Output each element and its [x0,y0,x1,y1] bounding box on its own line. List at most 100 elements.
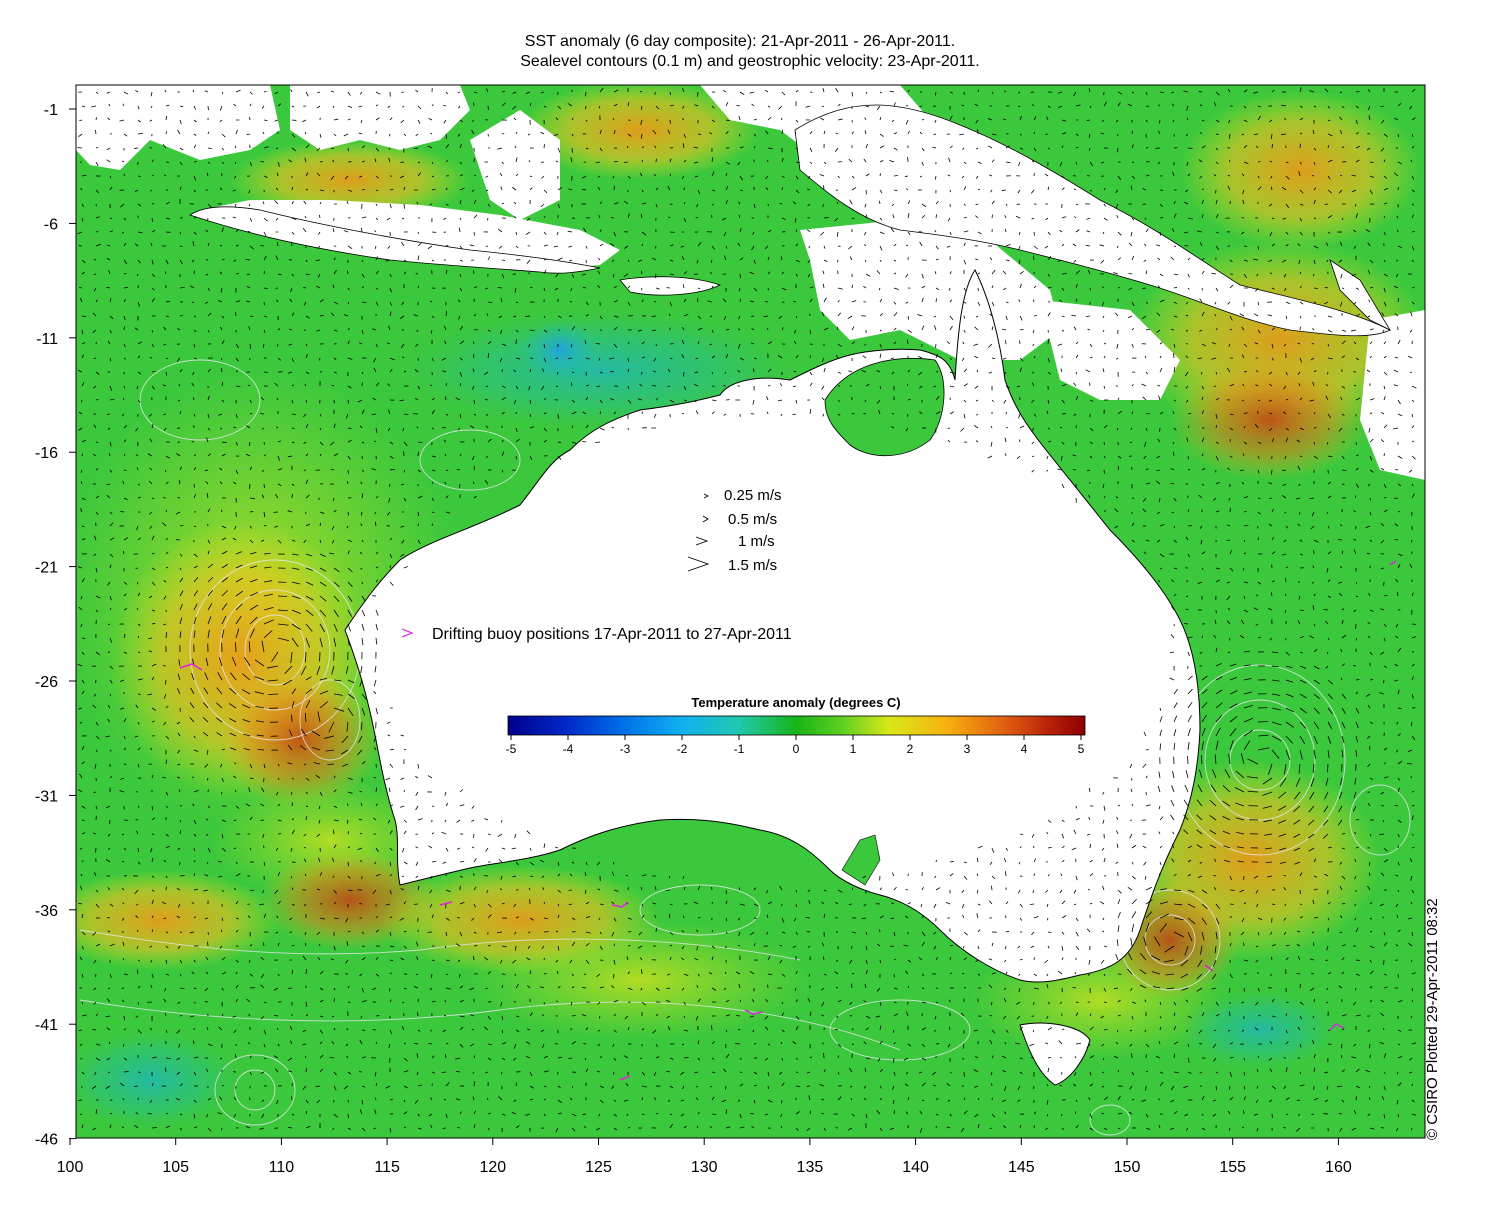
velocity-arrow [359,790,363,793]
velocity-arrow [162,384,167,387]
velocity-arrow [1215,425,1218,429]
velocity-arrow [1103,342,1107,345]
velocity-arrow [893,327,897,331]
velocity-arrow [333,301,339,305]
velocity-arrow [1145,119,1148,123]
velocity-arrow [737,343,741,349]
velocity-arrow [332,105,335,109]
velocity-arrow [95,595,101,599]
velocity-arrow [1299,132,1303,135]
velocity-arrow [1185,301,1189,305]
velocity-arrow [921,973,925,977]
velocity-arrow [963,945,965,949]
velocity-arrow [151,202,154,205]
velocity-arrow [1130,231,1133,237]
velocity-arrow [641,411,643,415]
velocity-arrow [1243,412,1248,415]
velocity-arrow [1211,342,1217,345]
velocity-arrow [305,567,313,571]
velocity-arrow [305,494,310,499]
velocity-arrow [666,987,671,990]
velocity-arrow [1169,677,1175,681]
velocity-arrow [1257,399,1261,402]
velocity-arrow [1201,567,1204,570]
velocity-arrow [229,732,237,737]
velocity-arrow [571,986,575,989]
velocity-arrow [430,973,433,979]
velocity-arrow [781,973,786,977]
velocity-arrow [459,804,465,807]
velocity-arrow [1199,175,1203,179]
velocity-arrow [711,105,715,109]
velocity-arrow [163,998,167,1003]
velocity-arrow [1247,790,1259,793]
velocity-arrow [221,91,224,95]
velocity-arrow [333,844,337,849]
velocity-arrow [360,523,363,527]
velocity-arrow [764,1015,769,1020]
velocity-arrow [933,903,937,909]
velocity-arrow [150,242,153,247]
velocity-arrow [1004,453,1007,457]
velocity-arrow [1075,283,1078,289]
velocity-arrow [1201,311,1205,317]
velocity-arrow [274,119,279,122]
velocity-arrow [120,203,125,208]
velocity-arrow [851,187,857,191]
velocity-arrow [1312,942,1315,947]
velocity-arrow [515,157,518,163]
velocity-arrow [1380,567,1385,570]
velocity-arrow [555,959,559,963]
velocity-arrow [361,493,364,499]
velocity-arrow [613,343,618,348]
velocity-arrow [233,775,237,779]
velocity-arrow [193,144,197,149]
velocity-arrow [613,129,616,135]
velocity-arrow [1355,454,1359,457]
velocity-arrow [386,511,391,516]
velocity-arrow [611,931,615,937]
velocity-arrow [207,287,211,291]
velocity-arrow [1397,819,1402,823]
velocity-arrow [1327,579,1331,583]
velocity-arrow [781,157,784,163]
velocity-arrow [640,270,643,275]
velocity-arrow [528,343,531,348]
velocity-arrow [361,760,366,765]
velocity-arrow [529,413,532,417]
velocity-arrow [361,707,366,716]
velocity-arrow [357,399,363,403]
velocity-arrow [1243,650,1251,653]
velocity-arrow [205,956,209,961]
velocity-arrow [963,287,967,292]
velocity-arrow [738,115,741,121]
velocity-arrow [263,287,268,289]
velocity-arrow [638,259,643,262]
velocity-arrow [1411,231,1415,233]
velocity-arrow [176,915,181,919]
velocity-arrow [333,581,340,587]
velocity-arrow [1341,385,1346,389]
velocity-arrow [262,131,265,135]
velocity-arrow [205,273,209,276]
velocity-arrow [1213,385,1217,387]
velocity-arrow [514,145,517,149]
velocity-arrow [599,986,604,989]
velocity-arrow [1397,861,1400,866]
velocity-arrow [864,343,867,346]
velocity-arrow [151,552,155,555]
velocity-arrow [1005,847,1008,851]
velocity-arrow [1044,173,1049,177]
velocity-arrow [1341,146,1345,149]
velocity-arrow [907,89,910,93]
velocity-arrow [1223,845,1231,849]
velocity-arrow [165,357,169,360]
velocity-arrow [151,329,154,333]
velocity-arrow [260,803,265,807]
velocity-arrow [1004,915,1007,919]
velocity-arrow [669,244,674,247]
velocity-arrow [487,438,492,443]
velocity-arrow [347,511,350,516]
velocity-arrow [667,385,671,388]
velocity-arrow [485,88,489,93]
